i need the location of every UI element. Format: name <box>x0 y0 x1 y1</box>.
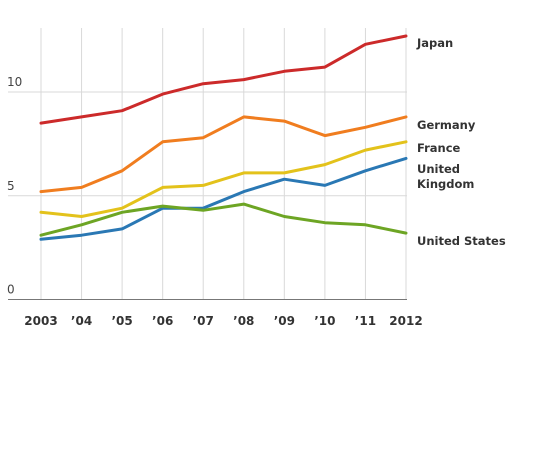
series-line-germany <box>39 115 408 194</box>
x-tick-label: ’05 <box>111 314 132 328</box>
series-line-united-kingdom <box>39 156 408 241</box>
series-line-japan <box>39 34 408 125</box>
x-tick-label: ’09 <box>274 314 295 328</box>
x-tick-label: ’11 <box>355 314 376 328</box>
x-tick-label: ’04 <box>71 314 92 328</box>
series-label-united-kingdom: United Kingdom <box>417 162 474 191</box>
series-label-united-states: United States <box>417 234 506 248</box>
x-tick-label: 2012 <box>389 314 422 328</box>
y-tick-label: 0 <box>7 283 15 297</box>
y-tick-label: 10 <box>7 75 22 89</box>
series-label-japan: Japan <box>416 36 453 50</box>
x-tick-label: ’07 <box>193 314 214 328</box>
x-tick-label: ’06 <box>152 314 173 328</box>
x-tick-label: ’10 <box>314 314 335 328</box>
series-line-france <box>39 140 408 218</box>
x-tick-label: ’08 <box>233 314 254 328</box>
series-label-germany: Germany <box>417 118 476 132</box>
x-tick-label: 2003 <box>24 314 57 328</box>
series-label-france: France <box>417 141 461 155</box>
series-line-united-states <box>39 202 408 237</box>
y-tick-label: 5 <box>7 179 15 193</box>
